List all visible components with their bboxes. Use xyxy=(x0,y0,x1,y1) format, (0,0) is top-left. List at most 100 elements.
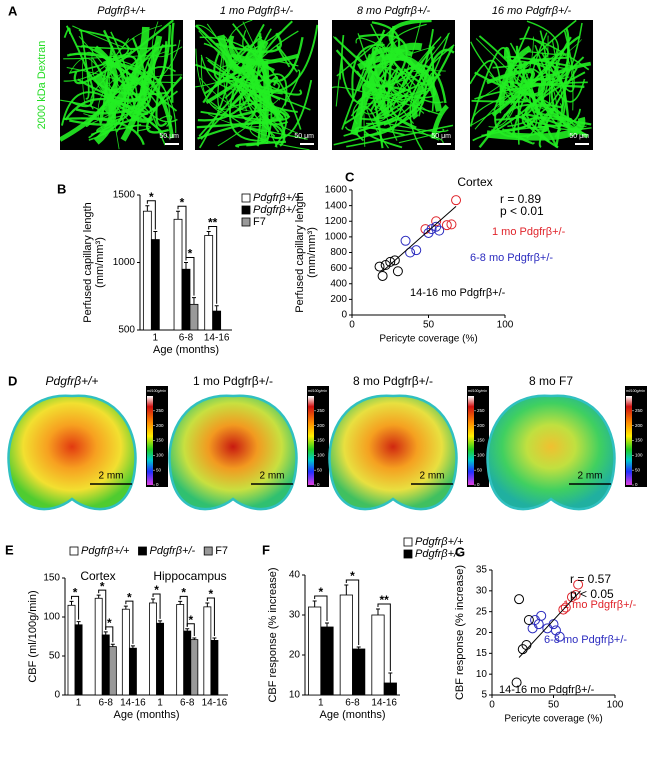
colorbar-unit: ml/100g/min xyxy=(147,389,166,393)
vessel xyxy=(474,71,566,130)
bar xyxy=(128,647,137,696)
series-label: 6-8 mo Pdgfrβ+/- xyxy=(544,634,627,646)
sig-bracket xyxy=(146,200,156,230)
sig-bracket xyxy=(186,623,195,637)
x-tick-label: 100 xyxy=(607,700,624,711)
vessel xyxy=(532,107,572,121)
bar xyxy=(308,606,322,696)
bar xyxy=(320,626,334,696)
vessel xyxy=(388,20,432,74)
vessel xyxy=(72,25,136,51)
scale-label: 2 mm xyxy=(260,471,285,482)
x-tick-label: 6-8 xyxy=(99,698,114,709)
error-bar xyxy=(151,598,156,603)
vessel xyxy=(503,113,518,139)
colorbar-tick-label: 150 xyxy=(156,438,164,443)
y-tick-label: 1200 xyxy=(325,216,348,227)
y-tick-label: 50 xyxy=(49,651,61,662)
point xyxy=(446,219,457,230)
bar xyxy=(173,218,183,331)
y-tick-label: 150 xyxy=(43,573,60,584)
vessel xyxy=(81,52,155,120)
vessel xyxy=(538,67,578,148)
y-tick-label: 30 xyxy=(476,585,488,596)
image-title: 1 mo Pdgfrβ+/- xyxy=(220,5,294,17)
error-bar xyxy=(206,230,211,236)
vessel xyxy=(82,51,104,104)
y-tick-label: 1000 xyxy=(325,232,348,243)
error-bar xyxy=(103,631,108,635)
sig-label: * xyxy=(180,195,185,209)
x-axis-label: Age (months) xyxy=(319,709,385,721)
bar xyxy=(212,310,222,331)
brain-map xyxy=(328,394,458,511)
y-axis-label: (mm/mm³) xyxy=(306,227,318,278)
vessel xyxy=(233,58,299,100)
scale-label: 2 mm xyxy=(578,471,603,482)
colorbar xyxy=(468,396,474,485)
colorbar-tick-label: 100 xyxy=(156,453,164,458)
point xyxy=(385,256,396,267)
error-bar xyxy=(214,305,219,312)
vessel xyxy=(159,115,173,127)
vessel xyxy=(357,29,386,92)
x-tick-label: 1 xyxy=(76,698,82,709)
legend-label: Pdgfrβ+/+ xyxy=(415,536,464,548)
error-bar xyxy=(184,262,188,270)
series-label: 1 mo Pdgfrβ+/- xyxy=(492,226,566,238)
vessel xyxy=(489,36,535,88)
colorbar-tick-label: 250 xyxy=(635,408,643,413)
point xyxy=(451,195,462,206)
colorbar-unit: ml/100g/min xyxy=(308,389,327,393)
colorbar-tick-label: 250 xyxy=(156,408,164,413)
error-bar xyxy=(325,622,330,627)
scale-label: 50 μm xyxy=(431,133,451,140)
colorbar-tick-label: 250 xyxy=(317,408,325,413)
panel-label: D xyxy=(8,373,17,388)
error-bar xyxy=(76,621,81,625)
error-bar xyxy=(212,637,217,641)
sig-label: * xyxy=(188,613,193,627)
vessel xyxy=(61,91,134,126)
colorbar-tick-label: 200 xyxy=(477,423,485,428)
vessel xyxy=(170,22,175,103)
vessel xyxy=(213,70,262,147)
vessel xyxy=(471,98,529,103)
panel-label: B xyxy=(57,181,66,196)
vessel xyxy=(354,126,405,142)
bar xyxy=(101,634,110,696)
error-bar xyxy=(388,672,393,683)
legend-label: Pdgfrβ+/+ xyxy=(81,545,130,557)
scale-label: 50 μm xyxy=(294,133,314,140)
sig-bracket xyxy=(177,205,187,261)
error-bar xyxy=(205,602,210,607)
point xyxy=(554,631,565,642)
x-tick-label: 14-16 xyxy=(204,333,230,344)
point xyxy=(426,224,437,235)
y-tick-label: 30 xyxy=(289,610,301,621)
sig-label: * xyxy=(73,586,78,600)
annotation: p < 0.01 xyxy=(500,204,544,218)
point xyxy=(550,625,561,636)
vessel xyxy=(403,45,435,86)
bar xyxy=(371,614,385,696)
error-bar xyxy=(96,594,101,599)
series-label: 6-8 mo Pdgfrβ+/- xyxy=(470,252,553,264)
bar xyxy=(156,622,165,696)
y-tick-label: 1600 xyxy=(325,185,348,196)
point xyxy=(405,247,416,258)
vessel xyxy=(73,20,174,85)
legend-label: Pdgfrβ+/+ xyxy=(253,192,302,204)
vessel xyxy=(470,41,529,122)
error-bar xyxy=(153,230,158,240)
panel-label: F xyxy=(262,542,270,557)
x-tick-label: 6-8 xyxy=(180,698,195,709)
annotation: r = 0.89 xyxy=(500,192,541,206)
x-tick-label: 0 xyxy=(489,700,495,711)
bar xyxy=(108,646,117,696)
vessel xyxy=(501,128,535,145)
vessel xyxy=(335,49,386,96)
vessel xyxy=(135,44,164,103)
vessel xyxy=(276,69,301,117)
